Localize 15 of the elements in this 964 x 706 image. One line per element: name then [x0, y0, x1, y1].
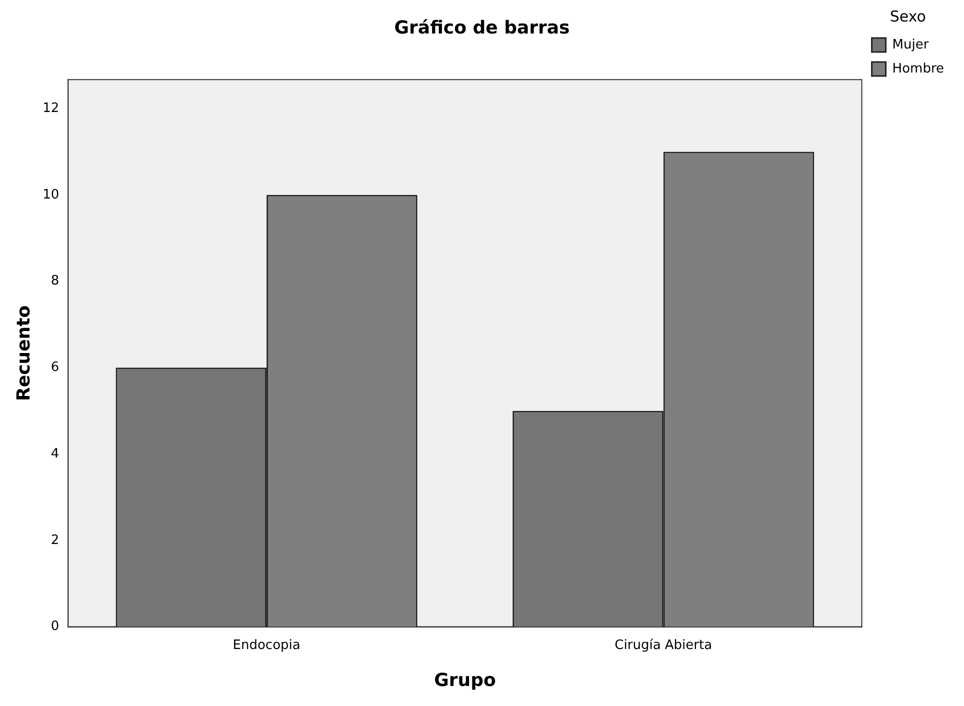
y-tick-label: 10: [42, 187, 60, 202]
chart-title: Gráfico de barras: [394, 17, 570, 38]
legend-label: Hombre: [892, 61, 944, 76]
y-axis-title: Recuento: [13, 305, 34, 401]
x-tick-label: Cirugía Abierta: [614, 638, 712, 653]
legend-label: Mujer: [892, 37, 930, 52]
legend-title: Sexo: [890, 7, 926, 26]
x-axis-title: Grupo: [434, 670, 496, 691]
y-tick-label: 4: [50, 446, 60, 462]
x-tick-label: Endocopia: [232, 638, 300, 653]
y-tick-label: 8: [50, 274, 60, 289]
y-tick-label: 0: [50, 619, 60, 634]
y-tick-label: 12: [42, 100, 60, 116]
y-tick-label: 2: [50, 532, 60, 548]
y-tick-label: 6: [50, 360, 60, 376]
